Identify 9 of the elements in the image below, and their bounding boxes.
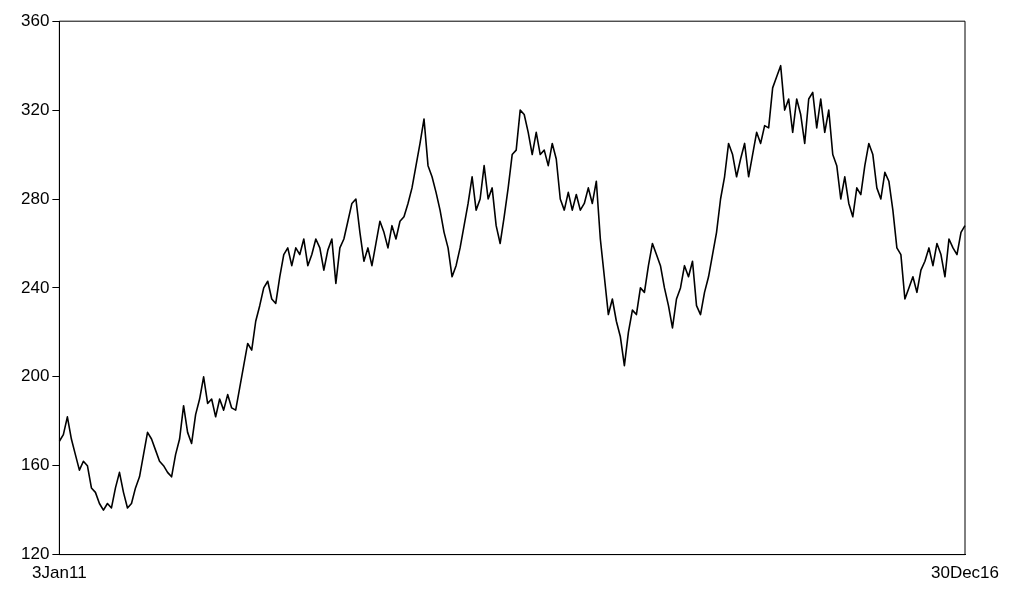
x-tick-label: 30Dec16 [930, 563, 1000, 583]
y-tick-label: 280 [20, 188, 50, 208]
y-tick-label: 240 [20, 277, 50, 297]
y-tick-label: 120 [20, 544, 50, 564]
y-tick-label: 360 [20, 10, 50, 30]
x-tick-label: 3Jan11 [32, 563, 87, 583]
y-tick-label: 320 [20, 99, 50, 119]
y-tick-label: 200 [20, 366, 50, 386]
y-tick-label: 160 [20, 455, 50, 475]
